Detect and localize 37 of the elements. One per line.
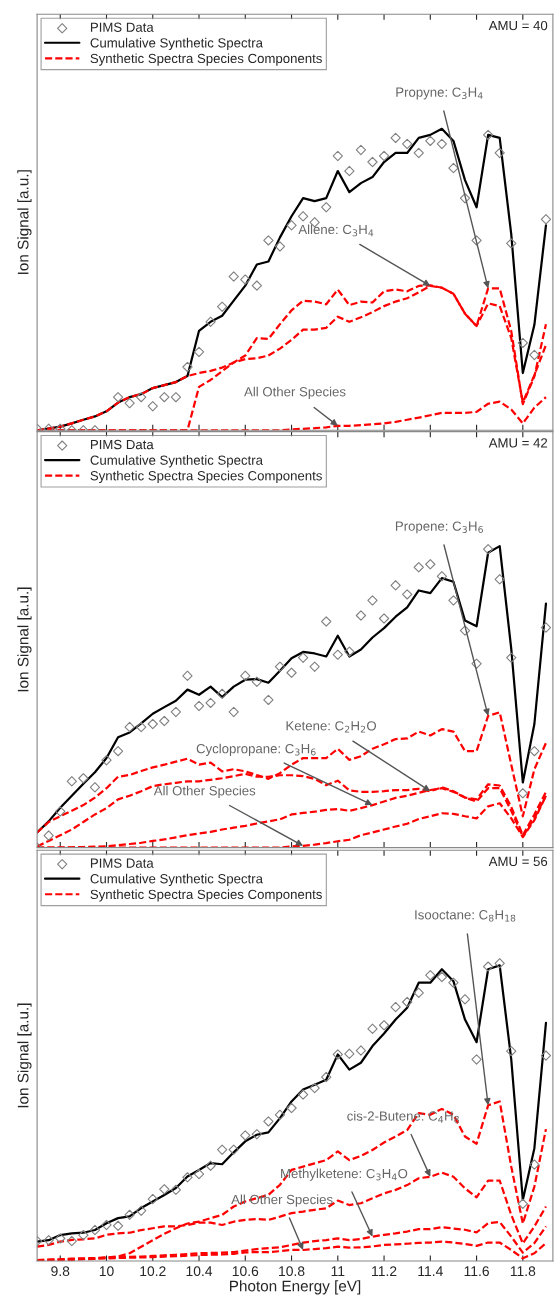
text: AMU = 56 <box>488 856 548 867</box>
annotation: Allene: C$_{3}$H$_{4}$ <box>298 224 374 237</box>
x-tick-label: 11 <box>331 1266 345 1276</box>
x-tick-label: 11.4 <box>418 1266 443 1276</box>
y-axis-title: Ion Signal [a.u.] <box>17 587 32 692</box>
x-tick-label: 10.8 <box>279 1266 305 1277</box>
x-tick-label: 9.8 <box>51 1266 70 1277</box>
annotation: Propyne: C$_{3}$H$_{4}$ <box>396 87 483 100</box>
annotation: All Other Species <box>153 785 256 799</box>
annotation: Isooctane: C$_{8}$H$_{18}$ <box>415 910 516 922</box>
legend-label: Cumulative Synthetic Spectra <box>90 455 263 468</box>
text: AMU = 40 <box>488 20 548 31</box>
legend-label: PIMS Data <box>90 22 154 32</box>
y-axis-title: Ion Signal [a.u.] <box>17 1003 32 1108</box>
legend-label: PIMS Data <box>90 858 154 868</box>
x-tick-label: 10 <box>99 1266 114 1277</box>
annotation: Propene: C$_{3}$H$_{6}$ <box>395 521 483 534</box>
annotation: Ketene: C$_{2}$H$_{2}$O <box>286 721 377 733</box>
x-tick-label: 10.2 <box>140 1266 166 1277</box>
y-axis-title: Ion Signal [a.u.] <box>17 170 32 274</box>
x-tick-label: 10.6 <box>232 1266 259 1277</box>
annotation: Cyclopropane: C$_{3}$H$_{6}$ <box>196 743 316 756</box>
legend-label: Synthetic Spectra Species Components <box>90 889 322 902</box>
legend-label: Cumulative Synthetic Spectra <box>90 873 263 887</box>
legend-label: PIMS Data <box>90 439 154 450</box>
annotation: All Other Species <box>244 386 346 400</box>
annotation: All Other Species <box>231 1194 333 1207</box>
legend-label: Synthetic Spectra Species Components <box>90 53 322 66</box>
legend-label: Cumulative Synthetic Spectra <box>90 37 263 51</box>
x-tick-label: 11.8 <box>510 1266 536 1277</box>
legend-label: Synthetic Spectra Species Components <box>90 470 322 484</box>
x-tick-label: 11.6 <box>464 1266 489 1277</box>
x-axis-title: Photon Energy [eV] <box>230 1280 361 1295</box>
x-tick-label: 10.4 <box>186 1266 213 1277</box>
text: AMU = 42 <box>488 438 548 448</box>
annotation: Methylketene: C$_{3}$H$_{4}$O <box>281 1168 408 1181</box>
x-tick-label: 11.2 <box>372 1266 397 1276</box>
